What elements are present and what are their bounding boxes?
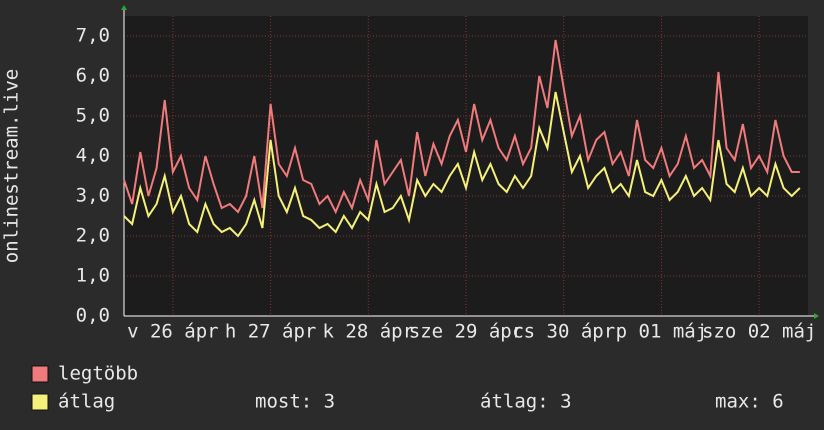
x-tick-label: sze 29 ápr <box>409 321 523 343</box>
legend-stat: max: 6 <box>715 391 784 413</box>
x-tick-label: h 27 ápr <box>225 321 317 343</box>
y-tick-label: 5,0 <box>76 105 110 127</box>
legend-stat: átlag: 3 <box>480 391 572 413</box>
legend-label: átlag <box>58 391 115 413</box>
y-tick-label: 3,0 <box>76 185 110 207</box>
legend-stat: most: 3 <box>255 391 335 413</box>
legend-swatch <box>31 393 49 411</box>
legend-label: legtöbb <box>58 363 138 385</box>
y-tick-label: 1,0 <box>76 265 110 287</box>
y-tick-label: 0,0 <box>76 305 110 327</box>
x-tick-label: p 01 máj <box>616 321 708 343</box>
y-axis-label: onlinestream.live <box>1 69 23 263</box>
axis-arrow <box>814 313 819 319</box>
x-tick-label: v 26 ápr <box>127 321 219 343</box>
y-tick-label: 7,0 <box>76 25 110 47</box>
y-tick-label: 4,0 <box>76 145 110 167</box>
x-tick-label: k 28 ápr <box>323 321 415 343</box>
x-tick-label: szo 02 máj <box>702 321 816 343</box>
series-line <box>123 39 800 215</box>
axis-arrow <box>121 5 127 10</box>
series-line <box>123 91 801 238</box>
x-tick-label: cs 30 ápr <box>512 321 615 343</box>
legend-swatch <box>31 365 49 383</box>
y-tick-label: 2,0 <box>76 225 110 247</box>
y-tick-label: 6,0 <box>76 65 110 87</box>
